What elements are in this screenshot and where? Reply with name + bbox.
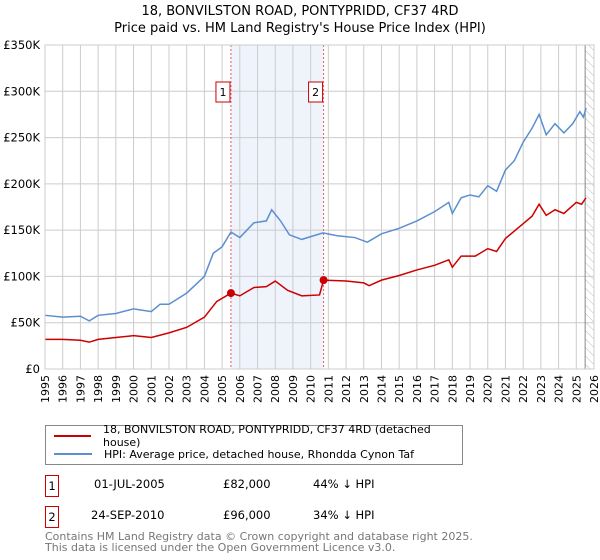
legend-item-hpi: HPI: Average price, detached house, Rhon…	[54, 446, 414, 462]
annotation-box	[308, 81, 324, 103]
x-tick-label: 2021	[499, 375, 512, 403]
chart-subtitle: Price paid vs. HM Land Registry's House …	[114, 21, 486, 36]
y-tick-label: £250K	[3, 131, 40, 145]
x-tick-label: 2025	[570, 375, 583, 403]
y-tick-label: £100K	[3, 269, 40, 283]
x-tick-label: 2010	[305, 375, 318, 403]
x-tick-label: 2026	[588, 375, 600, 403]
x-tick-label: 1997	[74, 375, 87, 403]
x-tick-label: 2006	[234, 375, 247, 403]
x-tick-label: 2022	[517, 375, 530, 403]
x-tick-label: 2015	[393, 375, 406, 403]
x-tick-label: 1999	[110, 375, 123, 403]
x-tick-label: 1998	[92, 375, 105, 403]
x-tick-label: 2016	[411, 375, 424, 403]
y-tick-label: £200K	[3, 177, 40, 191]
plot-area: 1995 1996 1997 1998 1999 2000 2001 2002 2003 2004…	[3, 38, 600, 403]
footer: Contains HM Land Registry data © Crown c…	[45, 531, 473, 553]
legend-item-property: 18, BONVILSTON ROAD, PONTYPRIDD, CF37 4R…	[54, 423, 462, 449]
y-tick-label: £350K	[3, 38, 40, 52]
annotation-box	[215, 81, 231, 103]
annotation-label: 2	[308, 81, 324, 103]
x-tick-label: 2012	[340, 375, 353, 403]
footer-line-2: This data is licensed under the Open Gov…	[45, 541, 396, 554]
forecast-hatch	[585, 45, 594, 369]
x-tick-label: 2011	[322, 375, 335, 403]
annotation-number: 2	[312, 86, 319, 99]
x-tick-label: 2024	[553, 375, 566, 403]
y-tick-label: £50K	[11, 316, 41, 330]
x-tick-label: 2003	[181, 375, 194, 403]
sale-point	[319, 276, 328, 285]
x-tick-label: 2017	[429, 375, 442, 403]
x-tick-label: 2004	[198, 375, 211, 403]
x-tick-label: 2007	[252, 375, 265, 403]
legend: 18, BONVILSTON ROAD, PONTYPRIDD, CF37 4R…	[45, 423, 463, 465]
legend-swatch-blue	[54, 453, 92, 455]
x-tick-label: 1995	[39, 375, 52, 403]
x-tick-label: 2008	[269, 375, 282, 403]
legend-label: 18, BONVILSTON ROAD, PONTYPRIDD, CF37 4R…	[103, 423, 431, 449]
y-tick-label: £150K	[3, 223, 40, 237]
transaction-price: £96,000	[223, 508, 271, 522]
x-tick-label: 2019	[464, 375, 477, 403]
transaction-hpi-diff: 44% ↓ HPI	[313, 477, 375, 491]
y-tick-label: £300K	[3, 84, 40, 98]
y-tick-label: £0	[25, 362, 40, 376]
transaction-hpi-diff: 34% ↓ HPI	[313, 508, 375, 522]
x-tick-label: 2002	[163, 375, 176, 403]
legend-swatch-red	[54, 435, 91, 437]
x-tick-label: 2023	[535, 375, 548, 403]
annotation-label: 1	[215, 81, 231, 103]
x-tick-label: 2018	[446, 375, 459, 403]
transaction-date: 24-SEP-2010	[91, 508, 165, 522]
chart-title: 18, BONVILSTON ROAD, PONTYPRIDD, CF37 4R…	[141, 4, 459, 19]
x-tick-label: 2009	[287, 375, 300, 403]
transaction-number: 2	[45, 506, 59, 528]
property-price-line	[45, 197, 587, 343]
sale-point	[226, 289, 235, 298]
transaction-number: 1	[45, 475, 59, 497]
footer-line-1: Contains HM Land Registry data © Crown c…	[45, 530, 473, 543]
plot-border	[44, 44, 595, 370]
transaction-price: £82,000	[223, 477, 271, 491]
x-tick-label: 2000	[128, 375, 141, 403]
x-tick-label: 2013	[358, 375, 371, 403]
x-tick-label: 1996	[57, 375, 70, 403]
annotation-number: 1	[219, 86, 226, 99]
x-tick-label: 2005	[216, 375, 229, 403]
x-tick-label: 2014	[375, 375, 388, 403]
hpi-line	[44, 107, 587, 322]
legend-label: HPI: Average price, detached house, Rhon…	[104, 447, 415, 461]
transaction-date: 01-JUL-2005	[94, 477, 165, 491]
x-tick-label: 2001	[145, 375, 158, 403]
x-tick-label: 2020	[482, 375, 495, 403]
